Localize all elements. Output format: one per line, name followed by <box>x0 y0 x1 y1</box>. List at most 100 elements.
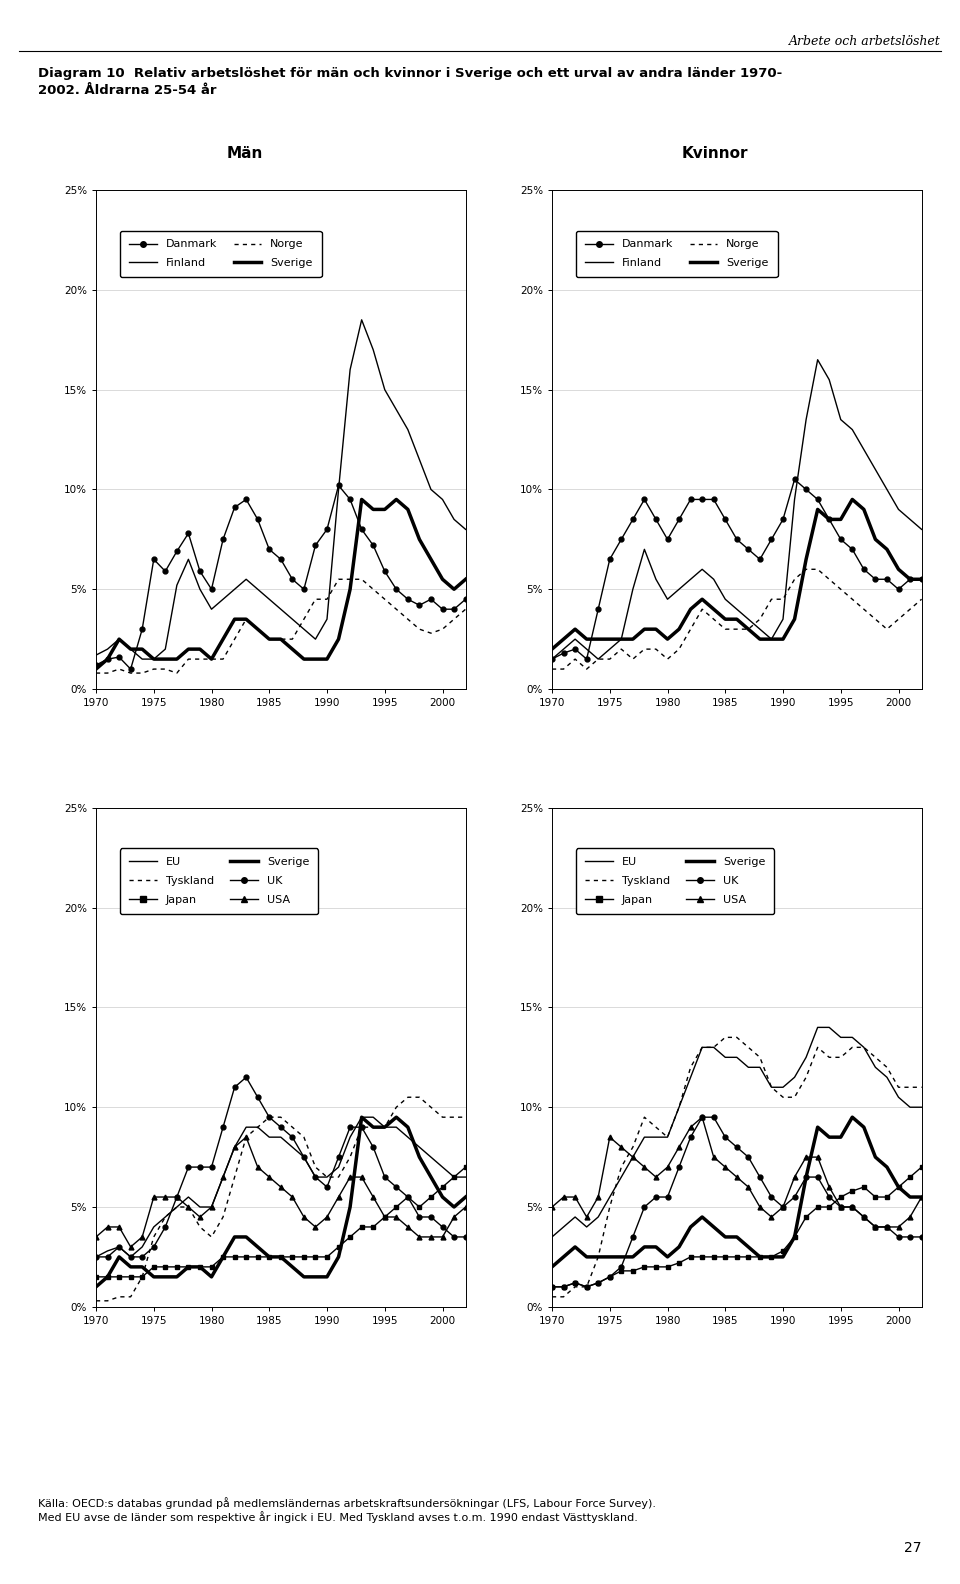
Tyskland <box>904 1077 916 1096</box>
USA <box>604 1128 615 1147</box>
UK <box>228 1077 240 1096</box>
Japan <box>812 1198 824 1217</box>
USA <box>916 1188 927 1207</box>
Japan <box>870 1188 881 1207</box>
Japan <box>136 1267 148 1286</box>
USA <box>719 1158 731 1177</box>
Japan <box>569 1274 581 1293</box>
Japan <box>801 1207 812 1226</box>
Japan <box>171 1258 182 1277</box>
EU <box>812 1019 824 1038</box>
Line: USA: USA <box>93 1134 468 1250</box>
Finland <box>171 575 182 594</box>
Finland <box>835 410 847 429</box>
USA <box>870 1218 881 1237</box>
Sverige <box>391 489 402 508</box>
Sverige <box>893 559 904 578</box>
Sverige <box>182 1258 194 1277</box>
Danmark <box>379 562 391 581</box>
Danmark <box>684 489 696 508</box>
Japan <box>708 1248 719 1267</box>
Sverige <box>858 1118 870 1137</box>
Sverige <box>743 1237 755 1256</box>
Danmark <box>240 489 252 508</box>
Finland <box>402 420 414 439</box>
Danmark <box>847 540 858 559</box>
Sverige <box>881 540 893 559</box>
USA <box>368 1188 379 1207</box>
Finland <box>581 640 592 659</box>
Sverige <box>812 1118 824 1137</box>
USA <box>627 1147 638 1166</box>
Norge <box>356 570 368 589</box>
Line: Sverige: Sverige <box>552 499 922 649</box>
Danmark <box>732 529 743 550</box>
EU <box>322 1167 333 1186</box>
UK <box>263 1107 275 1126</box>
Sverige <box>240 1228 252 1247</box>
UK <box>391 1177 402 1196</box>
Danmark <box>205 580 217 599</box>
Finland <box>391 401 402 420</box>
Danmark <box>102 649 113 668</box>
Norge <box>615 640 627 659</box>
EU <box>558 1218 569 1237</box>
Sverige <box>113 629 125 649</box>
Sverige <box>696 589 708 608</box>
Finland <box>684 570 696 589</box>
Japan <box>743 1248 755 1267</box>
Japan <box>916 1158 927 1177</box>
Tyskland <box>650 1118 661 1137</box>
UK <box>870 1218 881 1237</box>
Finland <box>252 580 263 599</box>
EU <box>881 1068 893 1087</box>
Line: Norge: Norge <box>552 569 922 668</box>
EU <box>870 1058 881 1077</box>
Norge <box>893 610 904 629</box>
Sverige <box>205 649 217 668</box>
Tyskland <box>263 1107 275 1126</box>
Finland <box>460 520 471 539</box>
USA <box>858 1207 870 1226</box>
UK <box>558 1277 569 1296</box>
Tyskland <box>627 1137 638 1156</box>
Norge <box>673 640 684 659</box>
USA <box>558 1188 569 1207</box>
Sverige <box>414 1147 425 1166</box>
Line: Finland: Finland <box>552 360 922 659</box>
Danmark <box>812 489 824 508</box>
Norge <box>159 659 171 678</box>
Finland <box>437 489 448 508</box>
Danmark <box>755 550 766 569</box>
Japan <box>414 1198 425 1217</box>
Japan <box>546 1277 558 1296</box>
USA <box>708 1147 719 1166</box>
EU <box>414 1137 425 1156</box>
EU <box>182 1188 194 1207</box>
USA <box>113 1218 125 1237</box>
Sverige <box>870 529 881 550</box>
EU <box>148 1218 159 1237</box>
Norge <box>592 649 604 668</box>
Japan <box>835 1188 847 1207</box>
Norge <box>650 640 661 659</box>
Text: Kvinnor: Kvinnor <box>682 146 749 160</box>
Sverige <box>847 1107 858 1126</box>
Danmark <box>276 550 287 569</box>
USA <box>287 1188 299 1207</box>
Tyskland <box>437 1107 448 1126</box>
Tyskland <box>113 1288 125 1307</box>
EU <box>333 1158 345 1177</box>
Japan <box>310 1248 322 1267</box>
Danmark <box>368 535 379 554</box>
USA <box>732 1167 743 1186</box>
Sverige <box>299 649 310 668</box>
UK <box>604 1267 615 1286</box>
Sverige <box>627 1248 638 1267</box>
UK <box>276 1118 287 1137</box>
Tyskland <box>287 1118 299 1137</box>
Danmark <box>870 570 881 589</box>
Tyskland <box>448 1107 460 1126</box>
Norge <box>858 600 870 619</box>
Tyskland <box>194 1218 205 1237</box>
